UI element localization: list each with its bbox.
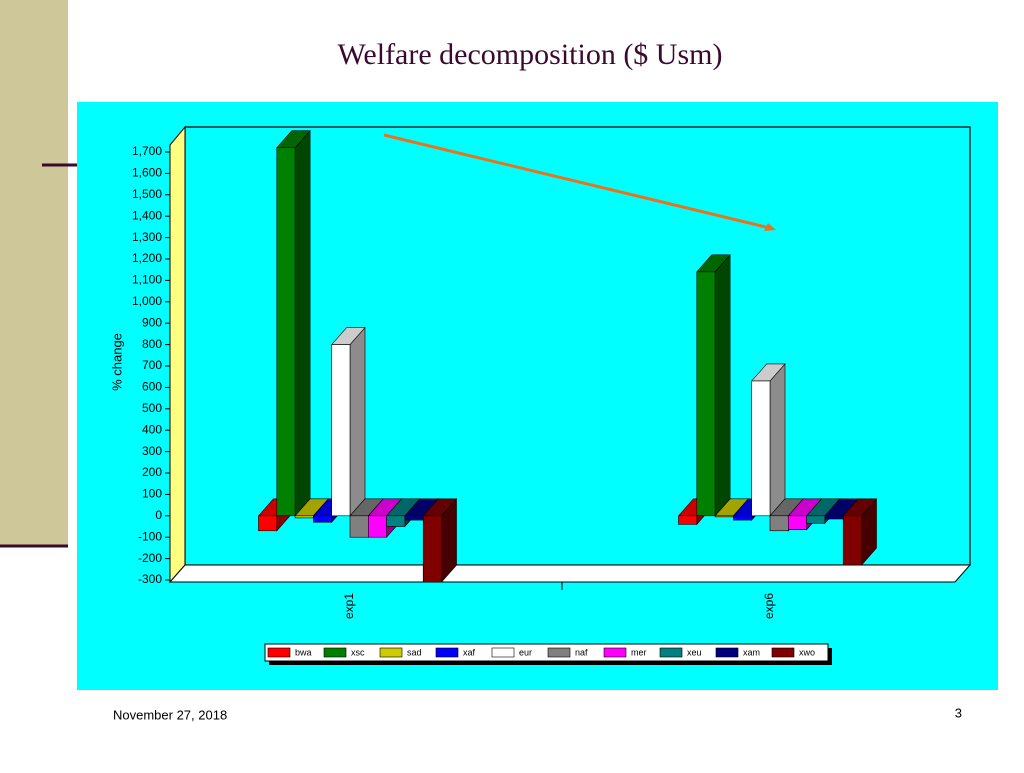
- side-wall: [169, 125, 186, 584]
- legend-label: mer: [631, 647, 647, 657]
- bar: [331, 344, 351, 517]
- legend-swatch: [491, 647, 515, 658]
- x-tick-label: exp6: [762, 593, 776, 619]
- y-tick-label: 1,500: [132, 187, 162, 201]
- bar: [769, 515, 789, 532]
- bar: [294, 515, 314, 519]
- legend-swatch: [323, 647, 347, 658]
- bar: [276, 147, 296, 517]
- bar: [313, 515, 332, 523]
- y-tick-label: 1,200: [132, 251, 162, 265]
- bar: [349, 515, 369, 538]
- bar-side: [714, 254, 731, 517]
- y-tick-label: 900: [142, 315, 162, 329]
- y-tick-label: 1,300: [132, 230, 162, 244]
- bar-side: [349, 326, 366, 517]
- legend-swatch: [603, 647, 627, 658]
- legend-swatch: [379, 647, 403, 658]
- legend-label: xaf: [463, 647, 476, 657]
- legend: [264, 643, 829, 662]
- trend-arrow: [383, 133, 771, 230]
- y-tick-label: 500: [142, 401, 162, 415]
- page-number: 3: [955, 705, 962, 720]
- slide-title: Welfare decomposition ($ Usm): [338, 38, 723, 71]
- legend-swatch: [659, 647, 683, 658]
- y-tick-label: 1,000: [132, 294, 162, 308]
- legend-swatch: [547, 647, 571, 658]
- y-tick-label: 1,100: [132, 273, 162, 287]
- bar-side: [294, 129, 311, 517]
- bar: [842, 515, 862, 566]
- y-tick-label: -100: [138, 529, 162, 543]
- bar: [806, 515, 826, 524]
- plot: -300 -200 -100 0 100 200 300 400 500 600 700 800 900…: [132, 129, 878, 619]
- bar: [386, 515, 406, 527]
- footer-date: November 27, 2018: [113, 707, 227, 722]
- legend-swatch: [267, 647, 291, 658]
- y-tick-label: 1,400: [132, 208, 162, 222]
- y-tick-label: 300: [142, 444, 162, 458]
- legend-items: bwa xsc sad xaf eur naf mer xeu xam xwo: [267, 647, 815, 658]
- legend-label: bwa: [295, 647, 312, 657]
- bar: [678, 515, 698, 525]
- bar: [404, 515, 424, 521]
- y-tick-label: 600: [142, 380, 162, 394]
- bar-side: [769, 363, 786, 517]
- legend-label: eur: [519, 647, 532, 657]
- side-strip: [0, 0, 68, 545]
- y-tick-label: 200: [142, 465, 162, 479]
- y-tick-label: -200: [138, 551, 162, 565]
- bar: [787, 515, 807, 531]
- bar: [824, 515, 844, 520]
- bar: [367, 515, 387, 538]
- legend-swatch: [715, 647, 739, 658]
- bar: [751, 380, 771, 517]
- legend-swatch: [771, 647, 795, 658]
- y-tick-label: 700: [142, 358, 162, 372]
- y-tick-label: -300: [138, 572, 162, 586]
- y-tick-label: 1,700: [132, 144, 162, 158]
- y-tick-label: 400: [142, 422, 162, 436]
- y-tick-label: 1,600: [132, 166, 162, 180]
- legend-label: xsc: [351, 647, 365, 657]
- arrow-head: [764, 223, 776, 231]
- bar: [714, 515, 734, 518]
- y-axis-title: % change: [109, 333, 124, 391]
- bar: [733, 515, 753, 521]
- bar: [258, 515, 278, 532]
- y-tick-label: 800: [142, 337, 162, 351]
- legend-label: sad: [407, 647, 422, 657]
- legend-swatch: [435, 647, 459, 658]
- legend-label: xwo: [799, 647, 815, 657]
- floor: [168, 564, 972, 583]
- bar: [422, 515, 442, 583]
- legend-label: xam: [743, 647, 760, 657]
- bar: [696, 271, 716, 517]
- y-tick-label: 0: [155, 508, 162, 522]
- legend-label: naf: [575, 647, 588, 657]
- y-tick-label: 100: [142, 487, 162, 501]
- x-tick-label: exp1: [342, 593, 356, 619]
- legend-label: xeu: [687, 647, 702, 657]
